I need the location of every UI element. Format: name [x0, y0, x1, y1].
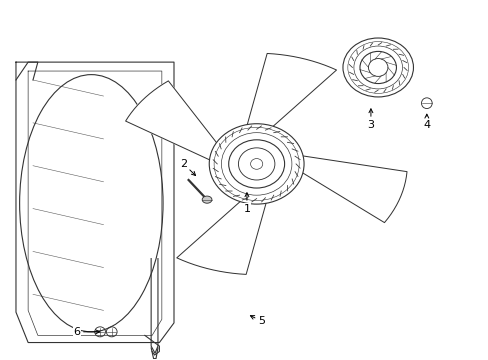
- Ellipse shape: [368, 59, 387, 76]
- Text: 3: 3: [366, 109, 374, 130]
- Ellipse shape: [202, 196, 211, 203]
- Text: 6: 6: [73, 327, 100, 337]
- Polygon shape: [125, 81, 218, 160]
- Text: 2: 2: [180, 159, 195, 176]
- Text: 4: 4: [423, 114, 429, 130]
- Polygon shape: [245, 53, 336, 131]
- Ellipse shape: [95, 327, 105, 337]
- Polygon shape: [301, 156, 406, 222]
- Ellipse shape: [342, 38, 413, 97]
- Ellipse shape: [421, 98, 431, 109]
- Text: 5: 5: [250, 316, 264, 326]
- Ellipse shape: [106, 327, 117, 337]
- Ellipse shape: [228, 140, 284, 188]
- Polygon shape: [177, 197, 267, 274]
- Ellipse shape: [250, 158, 262, 169]
- Ellipse shape: [209, 124, 304, 204]
- Ellipse shape: [359, 51, 396, 84]
- Ellipse shape: [238, 148, 274, 180]
- Text: 1: 1: [243, 193, 250, 213]
